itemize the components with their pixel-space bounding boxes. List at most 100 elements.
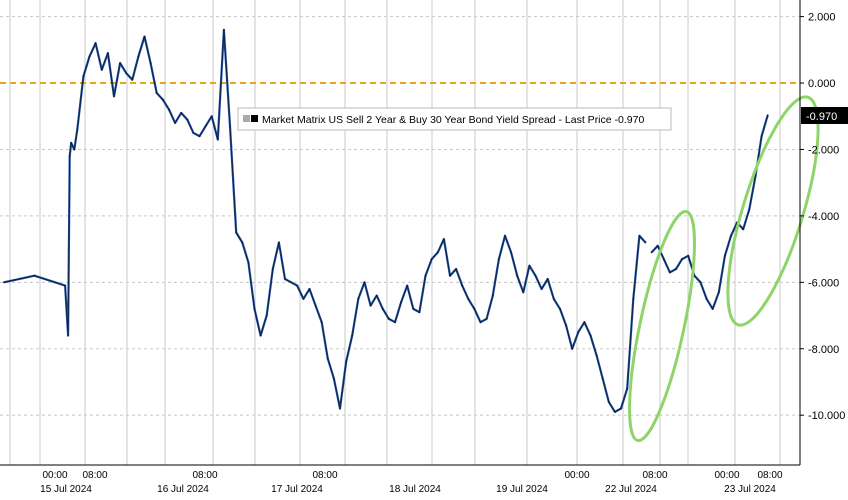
series-0-point-75 bbox=[491, 294, 494, 297]
series-0-point-89 bbox=[577, 331, 580, 333]
last-price-tag: -0.970 bbox=[801, 107, 848, 124]
series-0-point-31 bbox=[223, 29, 225, 31]
x-date-label-3: 18 Jul 2024 bbox=[389, 484, 441, 495]
y-tick-label-6: -10.000 bbox=[808, 410, 845, 422]
series-0-point-79 bbox=[516, 274, 519, 277]
series-0-point-88 bbox=[571, 347, 574, 350]
series-0-point-17 bbox=[137, 55, 140, 58]
series-0-point-38 bbox=[265, 314, 268, 317]
series-layer bbox=[3, 28, 769, 413]
series-0-point-57 bbox=[381, 308, 384, 310]
series-0-point-12 bbox=[107, 52, 109, 54]
last-price-label: -0.970 bbox=[806, 111, 837, 123]
series-0-point-52 bbox=[351, 334, 354, 337]
series-1-point-5 bbox=[681, 258, 683, 260]
x-time-label-2: 08:00 bbox=[192, 470, 217, 481]
series-0-point-11 bbox=[100, 68, 103, 71]
y-tick-label-0: 2.000 bbox=[808, 12, 836, 24]
series-0-point-55 bbox=[369, 304, 372, 307]
series-1-point-15 bbox=[742, 228, 745, 231]
series-0-point-10 bbox=[94, 42, 97, 45]
series-line-core-1 bbox=[651, 115, 769, 310]
series-0-point-63 bbox=[418, 311, 421, 314]
series-0-point-26 bbox=[192, 132, 195, 134]
y-tick-label-3: -4.000 bbox=[808, 211, 839, 223]
series-0-point-42 bbox=[290, 281, 292, 284]
x-date-label-2: 17 Jul 2024 bbox=[271, 484, 323, 495]
series-0-point-65 bbox=[430, 258, 433, 260]
y-axis: 2.000 0.000 -2.000 -4.000 -6.000 -8.000 -10.00… bbox=[799, 0, 845, 465]
y-tick-label-2: -2.000 bbox=[808, 144, 839, 156]
series-0-point-32 bbox=[229, 125, 231, 128]
series-0-point-85 bbox=[552, 298, 555, 300]
annotation-ellipse-1 bbox=[628, 209, 696, 443]
series-0-point-41 bbox=[284, 278, 286, 280]
series-0-point-77 bbox=[504, 234, 506, 237]
series-0-point-0 bbox=[3, 281, 5, 284]
y-tick-label-5: -8.000 bbox=[808, 344, 839, 356]
series-0-point-81 bbox=[528, 264, 531, 267]
legend-text: Market Matrix US Sell 2 Year & Buy 30 Ye… bbox=[262, 114, 644, 126]
series-0-point-90 bbox=[583, 321, 586, 324]
y-tick-label-1: 0.000 bbox=[808, 78, 836, 90]
series-0-point-100 bbox=[644, 241, 647, 244]
series-0-point-74 bbox=[485, 318, 488, 320]
x-date-label-6: 23 Jul 2024 bbox=[724, 484, 776, 495]
series-1-point-19 bbox=[766, 114, 769, 117]
x-date-label-1: 16 Jul 2024 bbox=[157, 484, 209, 495]
x-time-label-1: 08:00 bbox=[82, 470, 107, 481]
annotation-layer bbox=[628, 95, 820, 443]
series-1-point-16 bbox=[748, 208, 751, 211]
series-0-point-67 bbox=[443, 238, 445, 241]
series-1-point-4 bbox=[675, 268, 677, 270]
series-0-point-87 bbox=[565, 324, 567, 327]
series-0-point-96 bbox=[620, 407, 622, 410]
series-0-point-60 bbox=[400, 301, 402, 304]
series-1-point-9 bbox=[705, 298, 708, 300]
series-0-point-49 bbox=[333, 377, 335, 380]
x-time-label-0: 00:00 bbox=[42, 470, 67, 481]
series-0-point-54 bbox=[363, 281, 366, 284]
series-0-point-98 bbox=[632, 298, 635, 300]
series-0-point-47 bbox=[320, 321, 323, 324]
series-0-point-25 bbox=[186, 118, 189, 121]
legend-swatch-black bbox=[251, 115, 258, 122]
series-0-point-80 bbox=[522, 291, 525, 294]
series-0-point-76 bbox=[498, 258, 500, 260]
series-1-point-0 bbox=[650, 251, 653, 254]
series-0-point-82 bbox=[534, 274, 537, 277]
series-0-point-15 bbox=[125, 72, 128, 74]
series-0-point-29 bbox=[210, 115, 213, 118]
series-0-point-72 bbox=[473, 308, 476, 310]
series-0-point-28 bbox=[204, 125, 207, 128]
legend-swatch-grey bbox=[243, 115, 250, 122]
series-0-point-30 bbox=[216, 138, 219, 141]
series-0-point-68 bbox=[449, 274, 451, 277]
series-0-point-8 bbox=[82, 75, 85, 78]
series-0-point-18 bbox=[143, 35, 146, 38]
series-1-point-12 bbox=[724, 254, 726, 257]
series-1-point-10 bbox=[711, 308, 714, 310]
series-0-point-71 bbox=[467, 298, 470, 300]
series-0-point-23 bbox=[174, 122, 177, 124]
x-time-label-4: 00:00 bbox=[564, 470, 589, 481]
series-0-point-70 bbox=[461, 284, 464, 287]
series-0-point-34 bbox=[241, 241, 244, 244]
series-0-point-22 bbox=[168, 108, 170, 111]
series-0-point-64 bbox=[424, 274, 427, 277]
series-0-point-84 bbox=[546, 278, 549, 280]
series-0-point-1 bbox=[33, 274, 36, 277]
series-1-point-8 bbox=[699, 281, 702, 284]
series-0-point-56 bbox=[375, 294, 378, 297]
series-0-point-50 bbox=[339, 407, 341, 410]
x-date-label-4: 19 Jul 2024 bbox=[496, 484, 548, 495]
series-0-point-45 bbox=[308, 288, 311, 290]
series-0-point-13 bbox=[113, 95, 115, 98]
series-0-point-9 bbox=[88, 55, 91, 58]
series-0-point-73 bbox=[479, 321, 482, 324]
series-0-point-53 bbox=[357, 298, 360, 300]
series-0-point-37 bbox=[259, 334, 262, 337]
series-0-point-21 bbox=[161, 98, 164, 101]
